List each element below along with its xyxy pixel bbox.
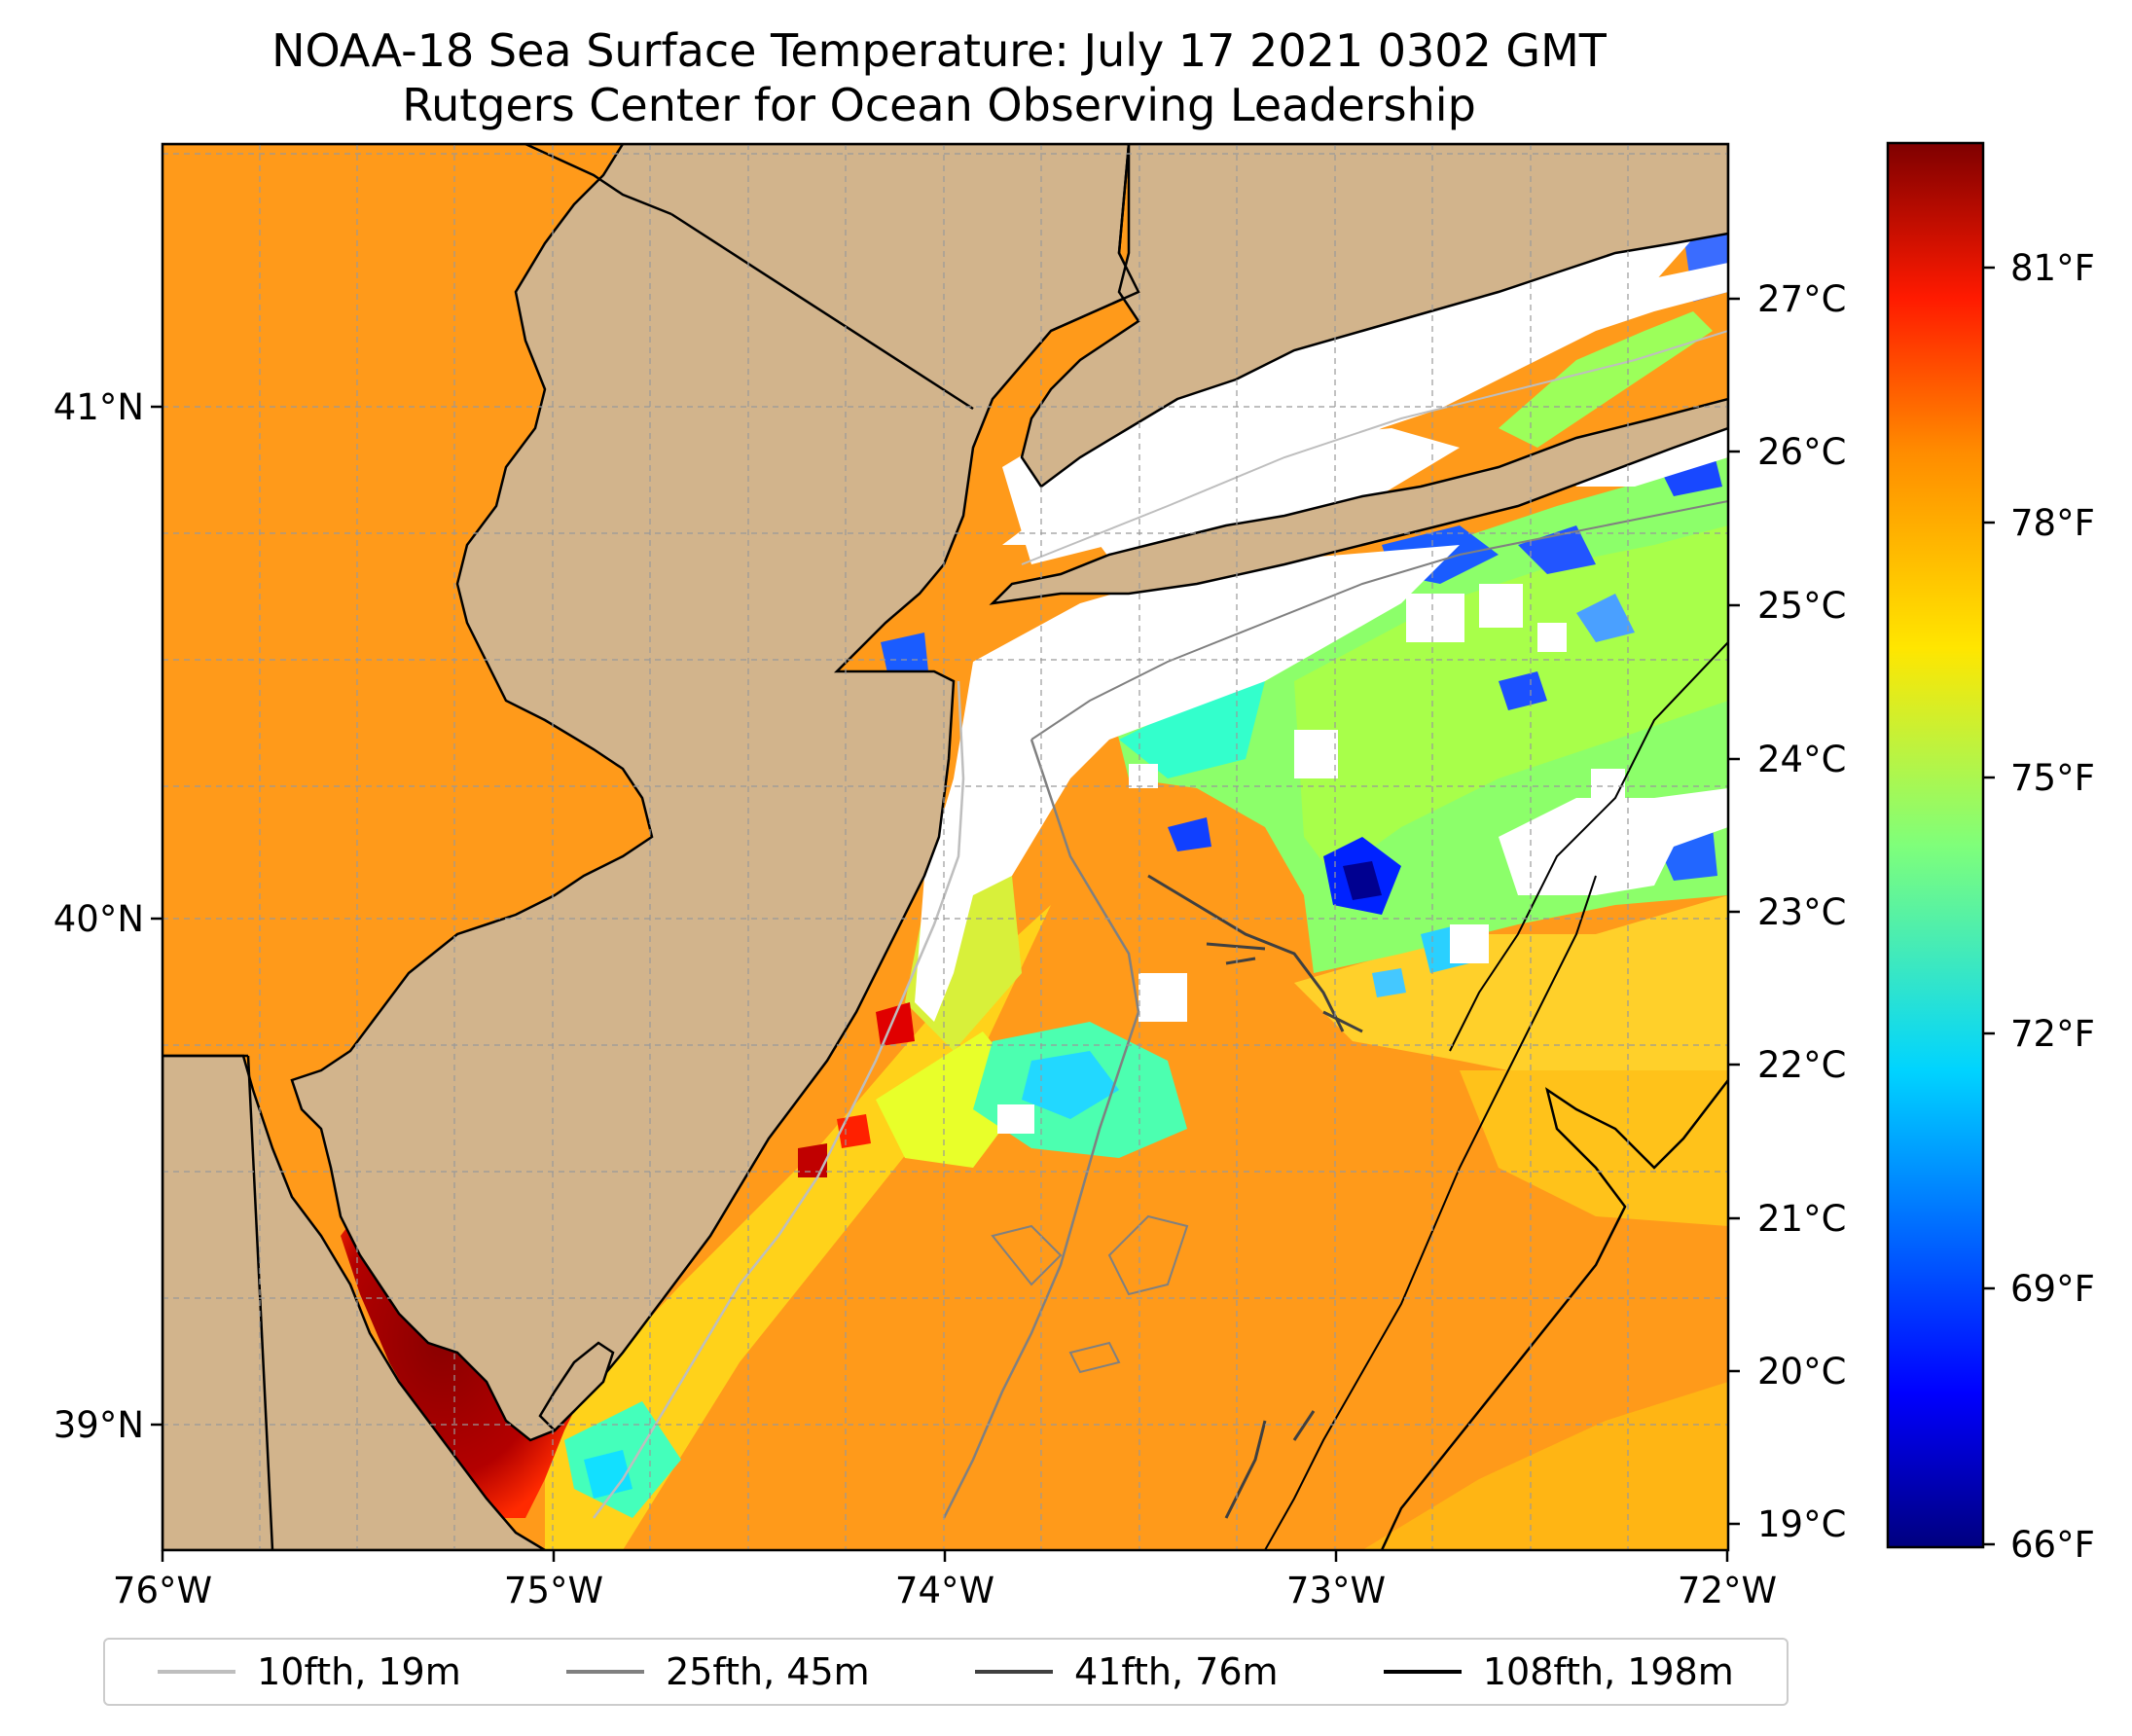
legend-line-swatch [158, 1670, 236, 1674]
map-area [163, 144, 1728, 1550]
map-title: NOAA-18 Sea Surface Temperature: July 17… [271, 24, 1607, 77]
fahrenheit-tick-label: 69°F [2010, 1268, 2095, 1310]
celsius-tick-label: 27°C [1757, 278, 1846, 320]
colorbar-gradient [1886, 141, 1985, 1549]
legend-label: 108fth, 198m [1482, 1650, 1734, 1693]
isobaths [593, 330, 1728, 1550]
legend-item-41fth: 41fth, 76m [974, 1650, 1279, 1693]
legend-label: 41fth, 76m [1073, 1650, 1279, 1693]
legend-item-108fth: 108fth, 198m [1383, 1650, 1734, 1693]
lat-tick-label: 39°N [54, 1404, 144, 1446]
isobath-legend: 10fth, 19m 25fth, 45m 41fth, 76m 108fth,… [103, 1638, 1789, 1706]
legend-label: 25fth, 45m [666, 1650, 870, 1693]
lon-tick-label: 74°W [895, 1570, 994, 1611]
map-subtitle: Rutgers Center for Ocean Observing Leade… [402, 79, 1476, 131]
legend-item-25fth: 25fth, 45m [566, 1650, 870, 1693]
legend-line-swatch [566, 1670, 645, 1674]
lon-tick-label: 72°W [1678, 1570, 1777, 1611]
celsius-tick-label: 24°C [1757, 739, 1846, 780]
legend-label: 10fth, 19m [257, 1650, 461, 1693]
latitude-axis: 41°N 40°N 39°N [54, 386, 163, 1446]
legend-line-swatch [1383, 1670, 1462, 1674]
fahrenheit-tick-label: 81°F [2010, 247, 2095, 289]
legend-item-10fth: 10fth, 19m [158, 1650, 461, 1693]
lon-tick-label: 75°W [504, 1570, 603, 1611]
celsius-tick-label: 25°C [1757, 585, 1846, 627]
longitude-axis: 76°W 75°W 74°W 73°W 72°W [113, 1550, 1777, 1611]
celsius-tick-label: 20°C [1757, 1351, 1846, 1392]
legend-line-swatch [974, 1670, 1053, 1674]
celsius-tick-label: 21°C [1757, 1198, 1846, 1240]
gridlines [163, 144, 1728, 1550]
fahrenheit-tick-label: 75°F [2010, 757, 2095, 799]
fahrenheit-tick-label: 78°F [2010, 502, 2095, 544]
colorbar: 27°C 26°C 25°C 24°C 23°C 22°C 21°C 20°C … [1728, 141, 2095, 1566]
fahrenheit-tick-label: 66°F [2010, 1524, 2095, 1566]
lon-tick-label: 76°W [113, 1570, 212, 1611]
celsius-tick-label: 22°C [1757, 1044, 1846, 1086]
lat-tick-label: 40°N [54, 898, 144, 940]
celsius-tick-label: 23°C [1757, 891, 1846, 933]
celsius-tick-label: 26°C [1757, 431, 1846, 473]
fahrenheit-tick-label: 72°F [2010, 1013, 2095, 1055]
lat-tick-label: 41°N [54, 386, 144, 428]
celsius-tick-label: 19°C [1757, 1503, 1846, 1545]
lon-tick-label: 73°W [1286, 1570, 1386, 1611]
